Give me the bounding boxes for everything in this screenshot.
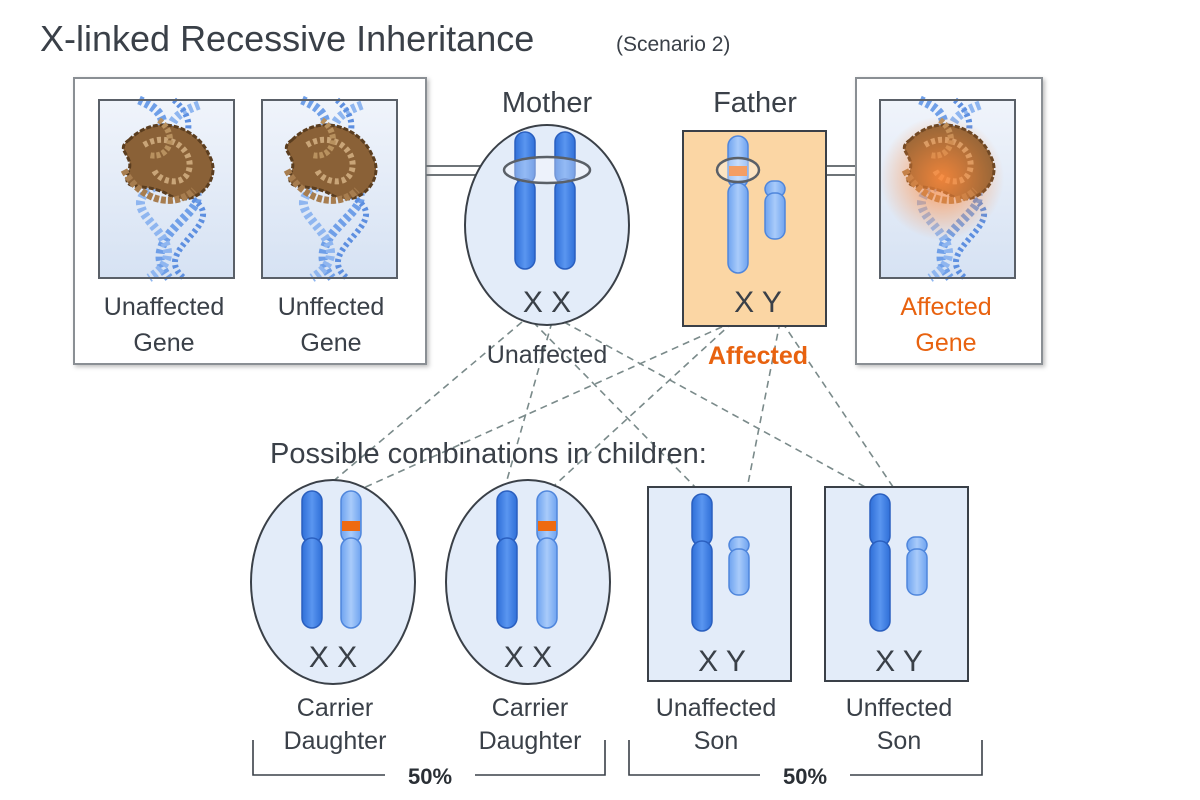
child-4-chromosomes: X Y	[875, 645, 923, 678]
child-unaffected-son-2: X Y Unffected Son	[824, 486, 969, 755]
child-1-x-chromosome-mother	[301, 490, 323, 629]
gene-label-2-line1: Unffected	[278, 293, 385, 321]
child-2-label-line2: Daughter	[479, 727, 582, 755]
page-title: X-linked Recessive Inheritance	[40, 18, 534, 59]
sons-bracket	[628, 740, 983, 776]
child-carrier-daughter-2: X X Carrier Daughter	[445, 479, 611, 755]
mother-chromosomes: X X	[523, 286, 571, 319]
unaffected-gene-panel: Unaffected Gene Unffected Gene	[73, 77, 427, 365]
child-3-label-line1: Unaffected	[656, 694, 776, 722]
father-status: Affected	[708, 342, 808, 370]
child-3-x-chromosome	[691, 493, 713, 632]
gene-label-1-line2: Gene	[133, 329, 194, 357]
child-1-chromosomes: X X	[309, 641, 357, 674]
child-2-chromosomes: X X	[504, 641, 552, 674]
child-4-label-line1: Unffected	[846, 694, 953, 722]
father-chromosomes: X Y	[734, 286, 782, 319]
child-1-x-chromosome-father	[340, 490, 362, 629]
mother-title: Mother	[502, 87, 593, 119]
unaffected-gene-image-2	[262, 100, 397, 278]
child-unaffected-son-1: X Y Unaffected Son	[647, 486, 792, 755]
mother-status: Unaffected	[487, 341, 607, 369]
child-3-chromosomes: X Y	[698, 645, 746, 678]
affected-gene-label-line1: Affected	[900, 293, 991, 321]
child-1-label-line2: Daughter	[284, 727, 387, 755]
father-y-chromosome	[764, 180, 786, 240]
child-3-y-chromosome	[728, 536, 750, 596]
daughters-percent: 50%	[408, 764, 452, 789]
affected-gene-panel: Affected Gene	[855, 77, 1043, 365]
father-cell: Father X Y Affected	[682, 87, 827, 370]
child-2-x-chromosome-father	[536, 490, 558, 629]
father-title: Father	[713, 87, 797, 119]
child-4-x-chromosome	[869, 493, 891, 632]
child-2-x-chromosome-mother	[496, 490, 518, 629]
mother-x-chromosome-2	[554, 131, 576, 270]
gene-label-2-line2: Gene	[300, 329, 361, 357]
child-1-mutation-marker	[342, 521, 360, 531]
child-carrier-daughter-1: X X Carrier Daughter	[250, 479, 416, 755]
child-2-label-line1: Carrier	[492, 694, 568, 722]
sons-percent: 50%	[783, 764, 827, 789]
child-1-label-line1: Carrier	[297, 694, 373, 722]
affected-gene-image	[880, 100, 1015, 278]
page-subtitle: (Scenario 2)	[616, 33, 730, 56]
mother-highlight-ring	[502, 155, 592, 185]
father-x-chromosome	[727, 135, 749, 274]
children-heading: Possible combinations in children:	[270, 438, 707, 470]
father-highlight-ring	[715, 156, 761, 184]
father-mutation-marker	[729, 166, 747, 176]
child-2-mutation-marker	[538, 521, 556, 531]
child-4-label-line2: Son	[877, 727, 921, 755]
unaffected-gene-image	[99, 100, 234, 278]
child-3-label-line2: Son	[694, 727, 738, 755]
affected-gene-label-line2: Gene	[915, 329, 976, 357]
daughters-bracket	[252, 740, 606, 776]
mother-x-chromosome-1	[514, 131, 536, 270]
gene-label-1-line1: Unaffected	[104, 293, 224, 321]
child-4-y-chromosome	[906, 536, 928, 596]
mother-cell: Mother X X Unaffected	[464, 87, 630, 369]
